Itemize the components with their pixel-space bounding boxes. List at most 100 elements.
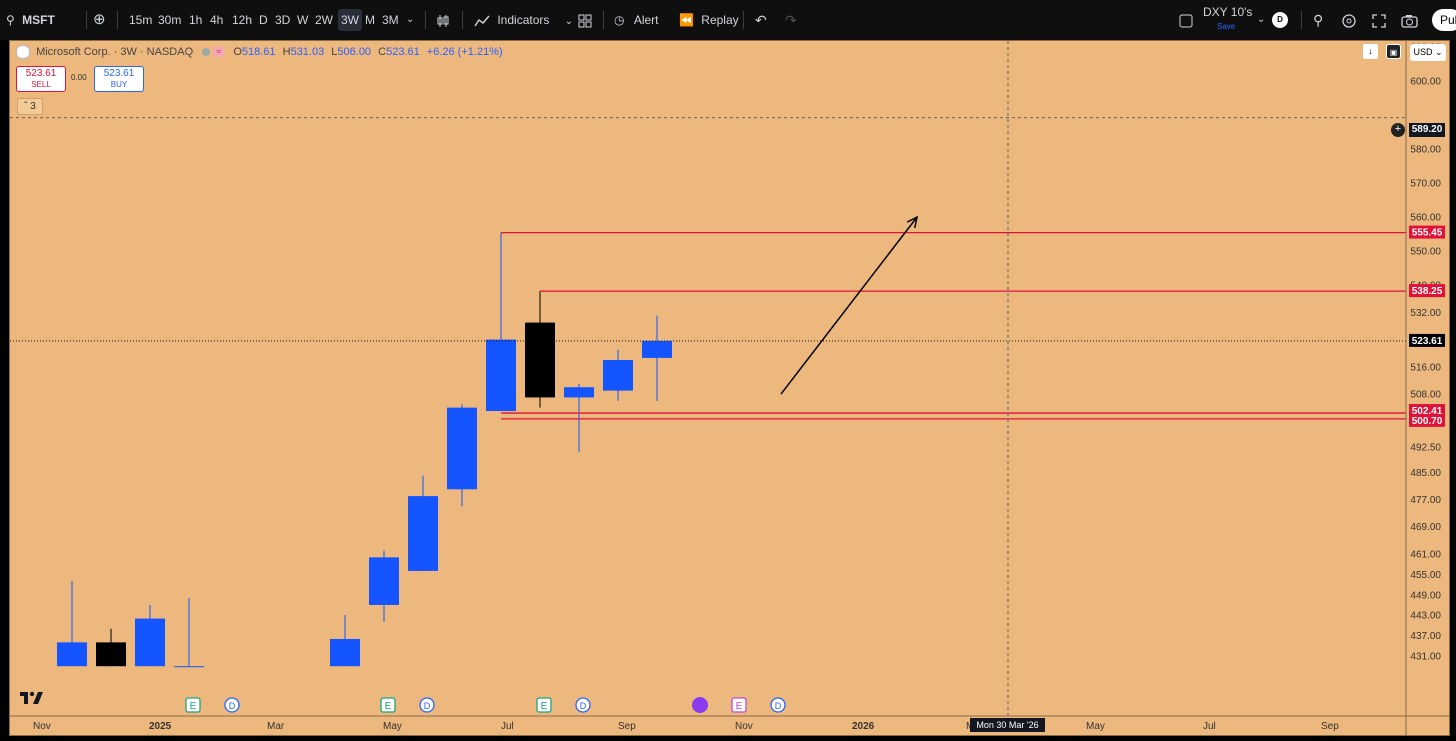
- interval-3w[interactable]: 3W: [338, 9, 362, 31]
- candle-body[interactable]: [330, 638, 360, 667]
- level-price-text: 555.45: [1412, 228, 1443, 239]
- level-price-text: 502.41: [1412, 406, 1443, 417]
- redo-icon[interactable]: ↷: [785, 12, 797, 28]
- chevron-down-icon[interactable]: ⌄: [1257, 14, 1266, 25]
- undo-icon[interactable]: ↶: [755, 12, 767, 28]
- current-price-text: 523.61: [1412, 336, 1443, 347]
- chevron-down-icon: ⌄: [1434, 47, 1443, 57]
- currency-select[interactable]: USD ⌄: [1410, 44, 1446, 61]
- interval-30m[interactable]: 30m: [158, 13, 182, 27]
- candle-body[interactable]: [135, 618, 165, 667]
- high-value: 531.03: [290, 45, 325, 58]
- interval-3d[interactable]: 3D: [275, 13, 291, 27]
- price-tick-label: 580.00: [1410, 145, 1441, 156]
- interval-2w[interactable]: 2W: [315, 13, 333, 27]
- earnings-event-icon[interactable]: [536, 697, 552, 713]
- fullscreen-icon[interactable]: [1372, 0, 1386, 40]
- change-value: +6.26 (+1.21%): [426, 45, 503, 58]
- earnings-event-icon[interactable]: [731, 697, 747, 713]
- maximize-pane-icon[interactable]: ▣: [1386, 44, 1401, 59]
- candle-body[interactable]: [564, 387, 594, 398]
- chevron-down-icon[interactable]: ⌄: [406, 14, 415, 25]
- legend: Microsoft Corp. · 3W · NASDAQ ≈ O518.61 …: [16, 45, 503, 59]
- sell-button[interactable]: 523.61 SELL: [16, 66, 66, 92]
- time-tick-label: Sep: [618, 721, 636, 732]
- symbol-label: MSFT: [22, 13, 55, 27]
- level-price-tag: [1409, 225, 1445, 239]
- plot-area[interactable]: [10, 41, 1406, 716]
- dividend-event-icon[interactable]: [224, 697, 240, 713]
- avatar[interactable]: D: [1272, 12, 1288, 28]
- camera-icon[interactable]: [1401, 0, 1418, 40]
- close-value: 523.61: [386, 45, 420, 58]
- event-flag-icon: ≈: [213, 47, 225, 57]
- indicators-toggle[interactable]: ˇ 3: [17, 98, 43, 115]
- low-label: L: [331, 45, 338, 58]
- interval-3m[interactable]: 3M: [382, 13, 399, 27]
- currency-label: USD: [1413, 47, 1433, 57]
- candle-body[interactable]: [603, 360, 633, 391]
- candle-body[interactable]: [174, 666, 204, 668]
- price-tick-label: 532.00: [1410, 308, 1441, 319]
- candle-body[interactable]: [642, 340, 672, 358]
- price-tick-label: 469.00: [1410, 522, 1441, 533]
- legend-title[interactable]: Microsoft Corp. · 3W · NASDAQ: [36, 45, 194, 58]
- price-tick-label: 443.00: [1410, 611, 1441, 622]
- interval-w[interactable]: W: [297, 13, 309, 27]
- price-tick-label: 455.00: [1410, 570, 1441, 581]
- candle-body[interactable]: [525, 322, 555, 398]
- indicators-button[interactable]: Indicators ⌄: [474, 0, 573, 40]
- publish-button[interactable]: Pub: [1432, 9, 1456, 31]
- crosshair-date-label: Mon 30 Mar '26: [970, 718, 1045, 732]
- earnings-event-icon[interactable]: [185, 697, 201, 713]
- download-icon[interactable]: ↓: [1363, 44, 1378, 59]
- high-label: H: [282, 45, 291, 58]
- layouts-grid-icon[interactable]: [578, 0, 592, 40]
- time-tick-label: 2026: [852, 721, 875, 732]
- interval-m[interactable]: M: [365, 13, 375, 27]
- interval-d[interactable]: D: [259, 13, 268, 27]
- interval-4h[interactable]: 4h: [210, 13, 224, 27]
- trend-arrow[interactable]: [780, 216, 918, 395]
- add-alert-plus-icon[interactable]: +: [1391, 123, 1405, 137]
- settings-gear-icon[interactable]: [1341, 0, 1357, 40]
- time-tick-label: Sep: [1321, 721, 1339, 732]
- earnings-event-letter: E: [385, 701, 392, 712]
- interval-15m[interactable]: 15m: [129, 13, 153, 27]
- ai-event-icon[interactable]: [692, 697, 708, 713]
- candle-body[interactable]: [408, 496, 438, 571]
- layout-checkbox-icon[interactable]: [1179, 0, 1193, 40]
- indicators-label: Indicators: [497, 13, 550, 27]
- layout-name[interactable]: DXY 10's: [1203, 5, 1253, 19]
- earnings-event-icon[interactable]: [380, 697, 396, 713]
- indicators-icon: [474, 13, 493, 27]
- tradingview-logo-icon[interactable]: [20, 690, 44, 706]
- compare-add-icon[interactable]: ⊕: [93, 11, 106, 28]
- dividend-event-icon[interactable]: [575, 697, 591, 713]
- earnings-event-letter: E: [736, 701, 743, 712]
- candle-body[interactable]: [447, 407, 477, 490]
- replay-button[interactable]: ⏪ Replay: [679, 0, 739, 40]
- candle-body[interactable]: [486, 339, 516, 412]
- price-tick-label: 550.00: [1410, 247, 1441, 258]
- rewind-icon: ⏪: [679, 13, 694, 27]
- interval-1h[interactable]: 1h: [189, 13, 203, 27]
- dividend-event-icon[interactable]: [419, 697, 435, 713]
- dividend-event-icon[interactable]: [770, 697, 786, 713]
- interval-12h[interactable]: 12h: [232, 13, 253, 27]
- candle-body[interactable]: [96, 642, 126, 667]
- price-tick-label: 477.00: [1410, 495, 1441, 506]
- symbol-search[interactable]: ⚲ MSFT: [6, 0, 55, 40]
- candle-body[interactable]: [369, 557, 399, 605]
- candlestick-chart[interactable]: E D E D E D E D 431.00 437.00 443.00 449.00 455.00 46…: [10, 41, 1449, 735]
- trend-arrow-head: [906, 215, 919, 229]
- buy-button[interactable]: 523.61 BUY: [94, 66, 144, 92]
- search-icon: ⚲: [6, 13, 15, 27]
- alert-button[interactable]: ◷ Alert: [614, 0, 659, 40]
- replay-label: Replay: [701, 13, 739, 27]
- earnings-event-letter: E: [190, 701, 197, 712]
- layout-save-status[interactable]: Save: [1217, 22, 1236, 31]
- candles-icon[interactable]: [436, 0, 450, 40]
- quick-search-icon[interactable]: ⚲: [1313, 12, 1324, 28]
- candle-body[interactable]: [57, 642, 87, 667]
